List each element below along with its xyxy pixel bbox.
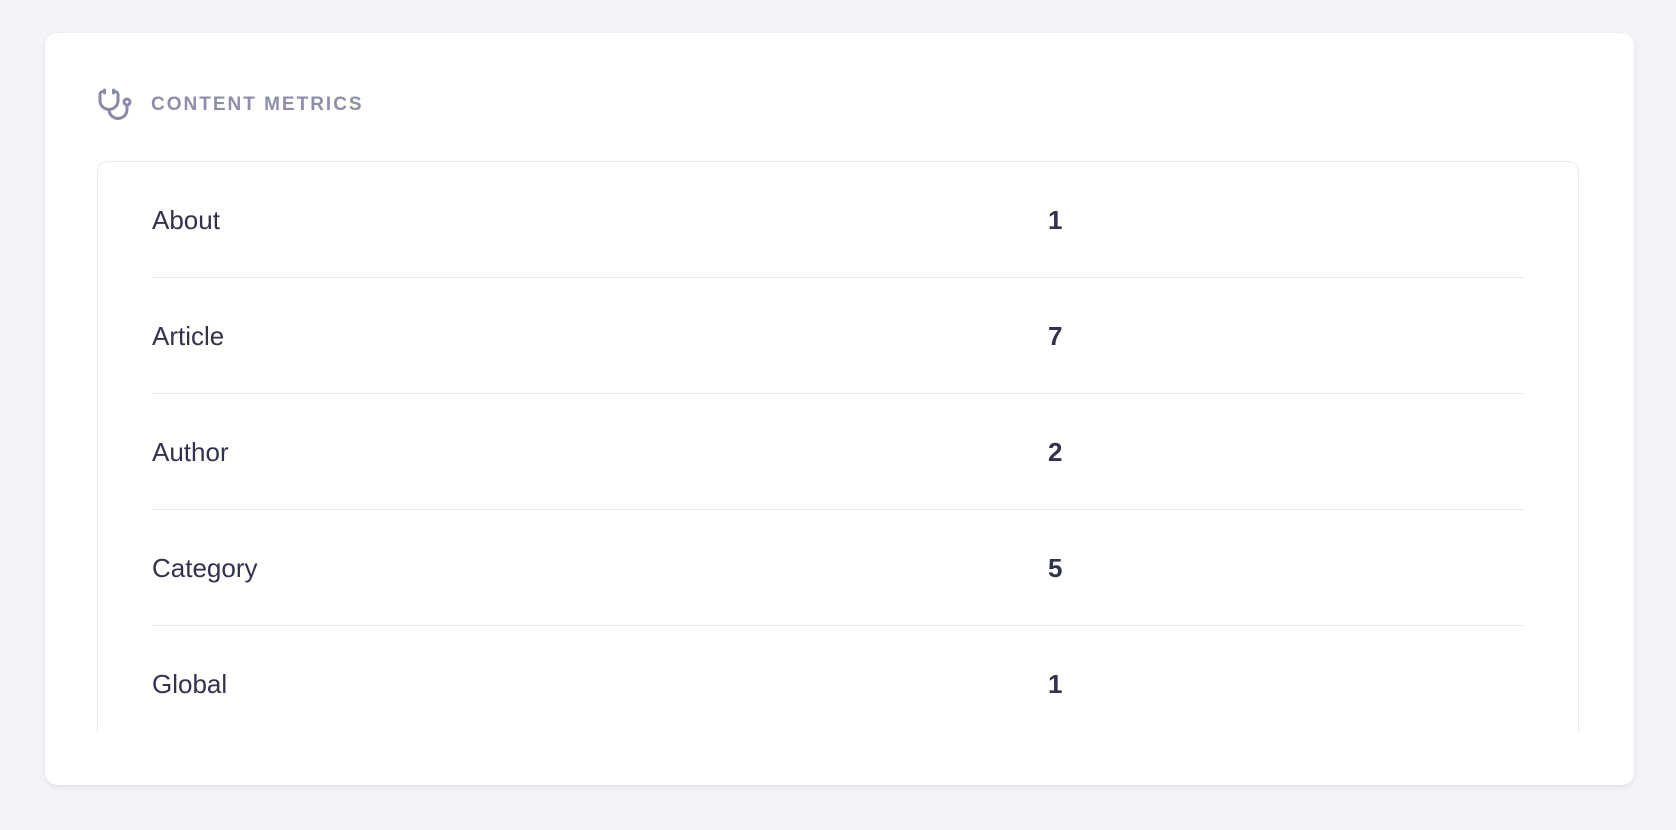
metric-label: Article (152, 321, 225, 351)
widget-header: CONTENT METRICS (97, 85, 1579, 125)
table-row: Global 1 (98, 626, 1578, 732)
content-metrics-widget: CONTENT METRICS About 1 Article 7 Author… (45, 33, 1634, 785)
metric-label: Author (152, 437, 229, 467)
table-row: About 1 (98, 162, 1578, 278)
metric-label: About (152, 205, 220, 235)
table-row: Author 2 (98, 394, 1578, 510)
metric-value: 2 (1048, 437, 1063, 467)
metric-value: 5 (1048, 553, 1063, 583)
metric-value: 7 (1048, 321, 1063, 351)
widget-title: CONTENT METRICS (151, 94, 364, 115)
metric-label: Global (152, 669, 228, 699)
metric-value: 1 (1048, 669, 1063, 699)
table-row: Article 7 (98, 278, 1578, 394)
stethoscope-icon (97, 87, 133, 123)
metrics-table: About 1 Article 7 Author 2 Category 5 Gl… (97, 161, 1579, 732)
metric-value: 1 (1048, 205, 1063, 235)
metric-label: Category (152, 553, 258, 583)
table-row: Category 5 (98, 510, 1578, 626)
